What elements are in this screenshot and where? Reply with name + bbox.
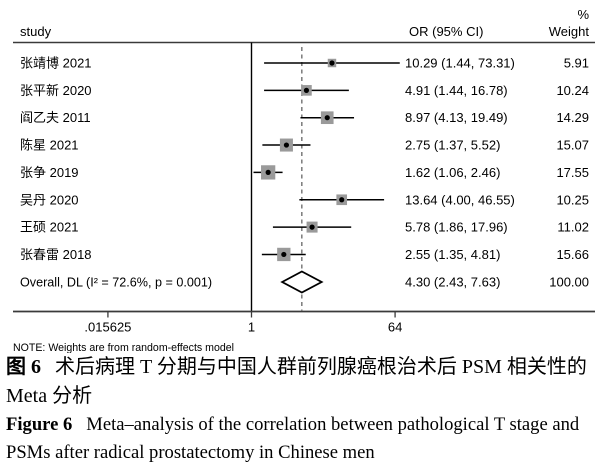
caption-en-line1: Figure 6 Meta–analysis of the correlation… — [6, 411, 604, 439]
caption-en-label: Figure 6 — [6, 414, 73, 435]
column-header-study: study — [20, 24, 52, 39]
overall-diamond — [280, 270, 324, 294]
or-ci-value: 8.97 (4.13, 19.49) — [405, 110, 508, 125]
x-axis-tick-label: 1 — [248, 320, 255, 335]
weight-value: 17.55 — [556, 165, 589, 180]
study-label: 阎乙夫 2011 — [20, 110, 91, 125]
weight-value: 14.29 — [556, 110, 589, 125]
weight-value: 11.02 — [557, 220, 589, 235]
or-ci-value: 2.75 (1.37, 5.52) — [405, 138, 500, 153]
forest-row: 张平新 2020 4.91 (1.44, 16.78) 10.24 — [20, 83, 589, 98]
note-text: NOTE: Weights are from random-effects mo… — [13, 342, 234, 353]
forest-row: 陈星 2021 2.75 (1.37, 5.52) 15.07 — [20, 138, 589, 153]
weight-value: 15.07 — [556, 138, 589, 153]
study-label: 张平新 2020 — [20, 83, 92, 98]
effect-marker-dot — [329, 60, 335, 66]
effect-marker-dot — [324, 115, 330, 121]
or-ci-value: 5.78 (1.86, 17.96) — [405, 220, 508, 235]
caption-zh-text: 术后病理 T 分期与中国人群前列腺癌根治术后 PSM 相关性的 — [55, 356, 587, 378]
overall-or-ci-value: 4.30 (2.43, 7.63) — [405, 275, 500, 290]
effect-marker-dot — [283, 142, 290, 148]
overall-weight-value: 100.00 — [549, 275, 589, 290]
caption-zh-line2: Meta 分析 — [6, 385, 93, 407]
column-header-weight: Weight — [549, 24, 590, 39]
column-header-or-ci: OR (95% CI) — [409, 24, 483, 39]
or-ci-value: 10.29 (1.44, 73.31) — [405, 56, 515, 71]
effect-marker-dot — [281, 251, 287, 258]
or-ci-value: 2.55 (1.35, 4.81) — [405, 247, 500, 262]
effect-marker-dot — [339, 197, 345, 203]
caption-en-text: Meta–analysis of the correlation between… — [86, 414, 580, 435]
weight-value: 5.91 — [564, 56, 589, 71]
forest-row: 阎乙夫 2011 8.97 (4.13, 19.49) 14.29 — [20, 110, 589, 125]
forest-row: 张春雷 2018 2.55 (1.35, 4.81) 15.66 — [20, 247, 589, 262]
or-ci-value: 13.64 (4.00, 46.55) — [405, 192, 515, 207]
study-label: 张争 2019 — [20, 165, 79, 180]
column-header-percent: % — [577, 7, 589, 22]
x-axis-tick-label: .015625 — [84, 320, 131, 335]
study-label: 张春雷 2018 — [20, 247, 92, 262]
study-label: 王硕 2021 — [20, 220, 79, 235]
weight-value: 10.24 — [556, 83, 589, 98]
forest-row: 吴丹 2020 13.64 (4.00, 46.55) 10.25 — [20, 192, 589, 207]
weight-value: 15.66 — [556, 247, 589, 262]
figure-caption: 图 6 术后病理 T 分期与中国人群前列腺癌根治术后 PSM 相关性的 Meta … — [6, 353, 604, 467]
or-ci-value: 1.62 (1.06, 2.46) — [405, 165, 500, 180]
effect-marker-dot — [303, 87, 310, 93]
caption-zh-label: 图 6 — [6, 356, 41, 378]
effect-marker-dot — [309, 224, 315, 230]
overall-label: Overall, DL (I² = 72.6%, p = 0.001) — [20, 276, 212, 290]
forest-row: 张靖博 2021 10.29 (1.44, 73.31) 5.91 — [20, 56, 589, 71]
forest-plot: study% OR (95% CI) Weight 张靖博 2021 10.29 (1.… — [13, 7, 595, 353]
forest-row: 张争 2019 1.62 (1.06, 2.46) 17.55 — [20, 165, 589, 180]
forest-row: 王硕 2021 5.78 (1.86, 17.96) 11.02 — [20, 220, 589, 235]
study-label: 吴丹 2020 — [20, 192, 79, 207]
caption-en-line2: PSMs after radical prostatectomy in Chin… — [6, 442, 375, 463]
or-ci-value: 4.91 (1.44, 16.78) — [405, 83, 508, 98]
caption-zh-line1: 图 6 术后病理 T 分期与中国人群前列腺癌根治术后 PSM 相关性的 — [6, 353, 604, 382]
study-label: 陈星 2021 — [20, 138, 79, 153]
effect-marker-dot — [265, 169, 271, 175]
weight-value: 10.25 — [556, 192, 589, 207]
study-label: 张靖博 2021 — [20, 56, 92, 71]
x-axis-tick-label: 64 — [388, 320, 402, 335]
